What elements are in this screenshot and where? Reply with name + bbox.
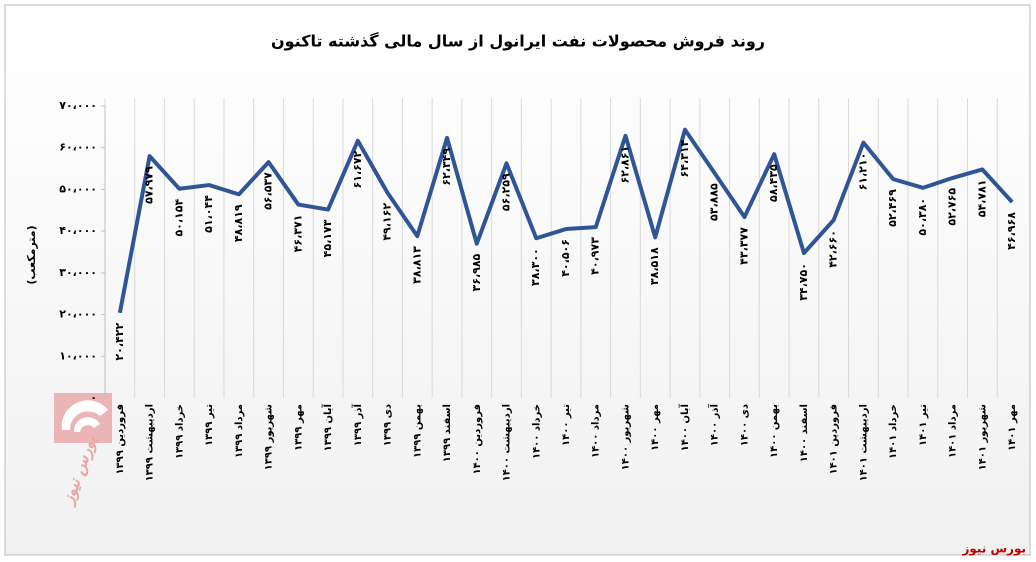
x-tick-label: بهمن ۱۳۹۹ — [412, 404, 423, 458]
chart-frame — [4, 4, 1031, 556]
x-tick-label: خرداد ۱۳۹۹ — [174, 404, 185, 459]
x-tick-label: مرداد ۱۴۰۱ — [948, 404, 959, 458]
y-tick-label: ۰ — [90, 391, 97, 404]
x-tick-label: آذر ۱۴۰۰ — [708, 403, 721, 446]
data-label: ۵۸،۴۳۵ — [767, 164, 780, 202]
data-label: ۵۷،۹۷۹ — [143, 166, 156, 204]
x-tick-label: اسفند ۱۳۹۹ — [442, 404, 453, 462]
x-tick-label: مهر ۱۴۰۰ — [650, 404, 661, 451]
x-tick-label: فروردین ۱۳۹۹ — [115, 404, 126, 475]
data-label: ۲۰،۴۲۲ — [113, 323, 126, 361]
y-tick-label: ۷۰،۰۰۰ — [59, 99, 97, 112]
y-tick-label: ۲۰،۰۰۰ — [59, 308, 97, 321]
data-label: ۵۰،۳۸۰ — [916, 198, 929, 236]
y-tick-label: ۶۰،۰۰۰ — [59, 141, 97, 154]
x-tick-label: مرداد ۱۳۹۹ — [234, 404, 245, 458]
y-tick-label: ۳۰،۰۰۰ — [59, 266, 97, 279]
x-tick-label: خرداد ۱۴۰۱ — [888, 404, 899, 459]
x-tick-label: اردیبهشت ۱۴۰۱ — [858, 404, 869, 481]
y-tick-label: ۱۰،۰۰۰ — [59, 349, 97, 362]
data-label: ۵۲،۷۶۵ — [946, 188, 959, 226]
x-tick-label: خرداد ۱۴۰۰ — [531, 404, 542, 459]
x-tick-label: شهریور ۱۳۹۹ — [264, 404, 275, 471]
data-label: ۶۱،۲۱۰ — [856, 153, 869, 191]
x-tick-label: اسفند ۱۴۰۰ — [799, 404, 810, 462]
x-tick-label: تیر ۱۳۹۹ — [204, 404, 215, 446]
x-tick-label: بهمن ۱۴۰۰ — [769, 404, 780, 458]
x-tick-label: مهر ۱۴۰۱ — [1007, 404, 1018, 451]
x-tick-label: مرداد ۱۴۰۰ — [591, 404, 602, 458]
data-label: ۳۸،۳۰۰ — [529, 248, 542, 286]
data-label: ۴۸،۸۱۹ — [232, 204, 245, 242]
x-tick-label: شهریور ۱۴۰۰ — [620, 404, 631, 471]
data-label: ۴۰،۵۰۶ — [559, 239, 572, 277]
x-tick-label: تیر ۱۴۰۱ — [918, 404, 929, 446]
data-label: ۳۶،۹۸۵ — [470, 253, 483, 291]
data-label: ۴۲،۶۶۰ — [827, 230, 840, 268]
data-label: ۶۲،۸۶۱ — [618, 146, 631, 184]
x-tick-label: آبان ۱۴۰۰ — [678, 403, 691, 451]
source: بورس نیوز — [961, 542, 1026, 557]
x-tick-label: فروردین ۱۴۰۱ — [829, 404, 840, 475]
x-tick-label: مهر ۱۳۹۹ — [293, 404, 304, 451]
data-label: ۳۸،۵۱۸ — [648, 247, 661, 285]
data-label: ۳۴،۷۵۰ — [797, 263, 810, 301]
data-label: ۵۶،۵۳۷ — [262, 172, 275, 210]
y-axis-label: (مترمکعب) — [25, 225, 38, 284]
x-tick-label: آذر ۱۳۹۹ — [351, 403, 364, 446]
data-label: ۴۶،۹۶۸ — [1005, 212, 1018, 250]
x-tick-label: تیر ۱۴۰۰ — [561, 404, 572, 446]
y-tick-label: ۵۰،۰۰۰ — [59, 182, 97, 195]
data-label: ۵۶،۲۵۹ — [500, 173, 513, 211]
data-label: ۴۳،۳۷۷ — [737, 227, 750, 265]
data-label: ۴۶،۳۷۱ — [291, 215, 304, 253]
x-tick-label: دی ۱۴۰۰ — [739, 404, 750, 446]
data-label: ۵۳،۸۸۵ — [708, 183, 721, 221]
data-label: ۴۵،۱۷۳ — [321, 219, 334, 257]
logo — [54, 393, 112, 443]
data-label: ۳۸،۸۱۳ — [410, 246, 423, 284]
data-label: ۵۱،۰۴۴ — [202, 195, 215, 233]
line — [117, 127, 1014, 314]
y-tick-label: ۴۰،۰۰۰ — [59, 224, 97, 237]
x-tick-label: فروردین ۱۴۰۰ — [472, 404, 483, 475]
data-label: ۴۰،۹۷۳ — [589, 237, 602, 275]
x-tick-label: شهریور ۱۴۰۱ — [977, 404, 988, 471]
data-label: ۵۰،۱۵۴ — [172, 199, 185, 237]
data-label: ۵۲،۴۶۹ — [886, 189, 899, 227]
x-tick-label: اردیبهشت ۱۳۹۹ — [145, 404, 156, 481]
data-label: ۵۴،۷۸۱ — [975, 179, 988, 217]
data-label: ۴۹،۱۶۲ — [381, 203, 394, 241]
data-label: ۶۴،۳۱۴ — [678, 139, 691, 177]
data-label: ۶۱،۶۷۲ — [351, 150, 364, 188]
x-tick-label: آبان ۱۳۹۹ — [321, 403, 334, 451]
x-tick-label: دی ۱۳۹۹ — [383, 404, 394, 446]
data-label: ۶۲،۳۴۹ — [440, 148, 453, 186]
x-tick-label: اردیبهشت ۱۴۰۰ — [502, 404, 513, 481]
chart-title: روند فروش محصولات نفت ایرانول از سال مال… — [271, 32, 765, 51]
